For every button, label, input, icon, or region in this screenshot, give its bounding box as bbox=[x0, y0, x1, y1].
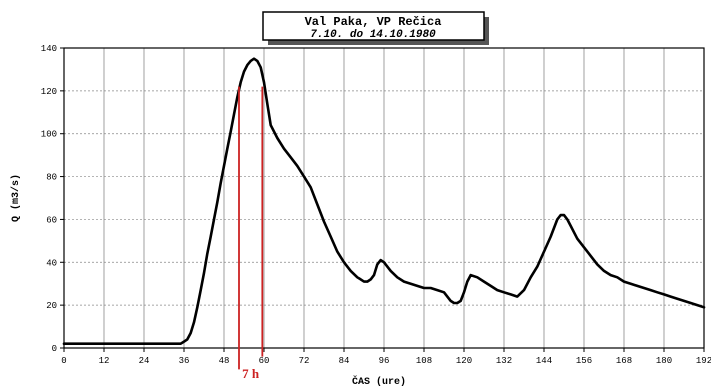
y-tick-label: 0 bbox=[52, 344, 57, 354]
y-tick-label: 120 bbox=[41, 87, 57, 97]
x-tick-label: 36 bbox=[179, 356, 190, 366]
x-tick-label: 180 bbox=[656, 356, 672, 366]
x-tick-label: 156 bbox=[576, 356, 592, 366]
x-axis-title: ČAS (ure) bbox=[352, 374, 406, 388]
x-tick-label: 132 bbox=[496, 356, 512, 366]
x-tick-label: 108 bbox=[416, 356, 432, 366]
x-tick-label: 0 bbox=[61, 356, 66, 366]
x-tick-label: 144 bbox=[536, 356, 552, 366]
x-tick-label: 60 bbox=[259, 356, 270, 366]
x-tick-label: 168 bbox=[616, 356, 632, 366]
y-tick-label: 60 bbox=[46, 215, 57, 225]
x-tick-label: 192 bbox=[696, 356, 711, 366]
annotations: 7 h bbox=[238, 86, 264, 381]
plot-frame bbox=[63, 47, 705, 349]
title-box: Val Paka, VP Rečica 7.10. do 14.10.1980 bbox=[262, 11, 489, 45]
y-tick-label: 100 bbox=[41, 130, 57, 140]
x-tick-label: 48 bbox=[219, 356, 230, 366]
y-tick-label: 80 bbox=[46, 173, 57, 183]
x-tick-label: 12 bbox=[99, 356, 110, 366]
chart-title: Val Paka, VP Rečica bbox=[305, 15, 442, 29]
x-tick-label: 72 bbox=[299, 356, 310, 366]
x-tick-label: 120 bbox=[456, 356, 472, 366]
y-tick-label: 40 bbox=[46, 258, 57, 268]
x-tick-label: 96 bbox=[379, 356, 390, 366]
chart-subtitle: 7.10. do 14.10.1980 bbox=[310, 29, 436, 41]
x-tick-label: 84 bbox=[339, 356, 350, 366]
duration-label: 7 h bbox=[242, 366, 260, 381]
y-axis-title: Q (m3/s) bbox=[10, 174, 22, 222]
tick-labels: 0 12 24 36 48 60 72 84 96 108 120 132 144 156 168 180 19… bbox=[41, 44, 711, 366]
x-tick-label: 24 bbox=[139, 356, 150, 366]
series-line bbox=[62, 57, 706, 345]
grid bbox=[60, 47, 705, 352]
y-tick-label: 20 bbox=[46, 301, 57, 311]
y-tick-label: 140 bbox=[41, 44, 57, 54]
